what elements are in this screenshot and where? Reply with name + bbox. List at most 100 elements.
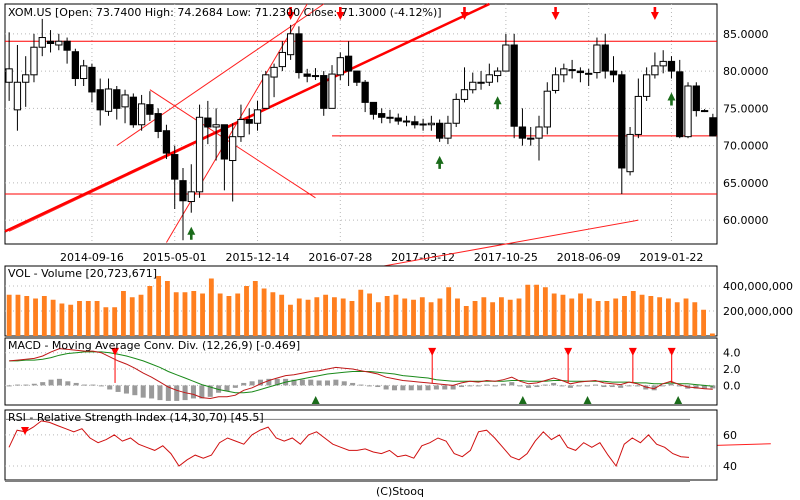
macd-histogram-bar [299,379,305,386]
macd-histogram-bar [634,385,640,387]
volume-bar [674,302,680,336]
volume-bar [481,297,487,336]
macd-histogram-bar [559,385,565,387]
volume-bar [367,293,372,336]
macd-histogram-bar [425,385,431,391]
price-tick-label: 65.0000 [723,177,769,190]
macd-sell-marker [667,347,676,356]
macd-histogram-bar [542,384,548,386]
candle-body [353,70,361,83]
candle-body [253,109,262,124]
macd-histogram-bar [676,385,682,387]
candle-body [38,37,46,48]
volume-bar [208,278,214,336]
macd-histogram-bar [232,385,238,388]
candle-body [286,33,295,56]
macd-histogram-bar [140,385,146,398]
candle-body [527,137,535,140]
volume-tick-label: 400,000,000 [723,280,793,293]
volume-bar [648,296,654,336]
volume-bar [112,307,118,336]
sell-signal-arrow [460,7,469,20]
candle-body [162,130,171,154]
macd-histogram-bar [417,385,423,391]
macd-histogram-bar [132,385,138,396]
volume-bar [490,302,496,336]
candle-body [444,122,452,139]
macd-tick-label: 4.0 [723,347,741,360]
macd-line [9,348,713,400]
macd-histogram-bar [593,384,599,386]
date-tick-label: 2017-10-25 [474,251,538,264]
macd-histogram-bar [442,385,448,390]
candle-body [46,40,55,45]
volume-bar [507,299,513,336]
macd-tick-label: 0.0 [723,379,741,392]
price-tick-label: 80.0000 [723,65,769,78]
macd-panel: 0.0 2.0 4.0 MACD - Moving Average Conv. Div… [4,337,741,406]
volume-bar [446,287,452,336]
candle-body [30,46,38,76]
candle-body [104,88,113,112]
volume-panel: 200,000,000 400,000,000 VOL - Volume [20,7… [4,265,793,337]
macd-histogram-bar [475,385,481,387]
macd-histogram-bar [65,381,71,386]
macd-histogram-bar [291,379,297,386]
volume-bar [595,301,601,336]
volume-bar [393,294,399,336]
candle-body [336,57,344,76]
macd-histogram-bar [383,385,389,390]
volume-bar [129,297,135,336]
rsi-line [8,420,690,468]
macd-histogram-bar [450,385,456,390]
price-plot-frame [4,3,718,245]
macd-histogram-bar [350,382,356,386]
macd-histogram-bar [358,384,364,386]
macd-histogram-bar [526,385,532,388]
candle-body [96,89,104,111]
macd-histogram-bar [157,385,163,401]
candle-body [303,73,311,77]
macd-histogram-bar [48,379,54,386]
volume-bar [384,296,390,336]
candle-body [593,44,601,74]
volume-bar [419,297,425,336]
candle-body [510,44,518,127]
date-tick-label: 2015-05-01 [143,251,207,264]
macd-histogram-bar [576,385,582,387]
macd-histogram-bar [207,385,213,397]
macd-histogram-bar [693,385,699,389]
candle-body [179,180,187,202]
candle-body [311,75,320,78]
macd-histogram-bar [241,382,247,386]
candle-body [361,81,369,103]
candle-body [477,81,485,84]
candle-body [535,126,543,139]
candle-body [154,113,162,132]
candle-body [262,74,270,109]
volume-bar [314,297,320,336]
candle-body [237,119,245,138]
volume-bar [437,298,443,336]
volume-bar [59,303,65,336]
volume-bar [138,294,144,336]
candle-body [113,89,121,109]
candle-body [245,119,253,124]
volume-bar [164,281,170,336]
buy-signal-arrow [667,92,676,106]
candle-body [402,120,411,123]
macd-histogram-bar [15,384,21,386]
volume-panel-title: VOL - Volume [20,723,671] [8,267,157,280]
volume-bar [191,291,197,336]
macd-histogram-bar [584,385,590,387]
volume-bar [235,293,241,336]
candle-body [146,104,154,115]
candle-body [667,60,676,72]
candle-body [137,103,146,126]
volume-bar [147,286,153,336]
volume-bar [305,299,311,336]
macd-histogram-bar [710,385,716,389]
candle-body [13,81,22,111]
macd-histogram-bar [40,382,46,386]
rsi-plot-frame [4,409,718,481]
